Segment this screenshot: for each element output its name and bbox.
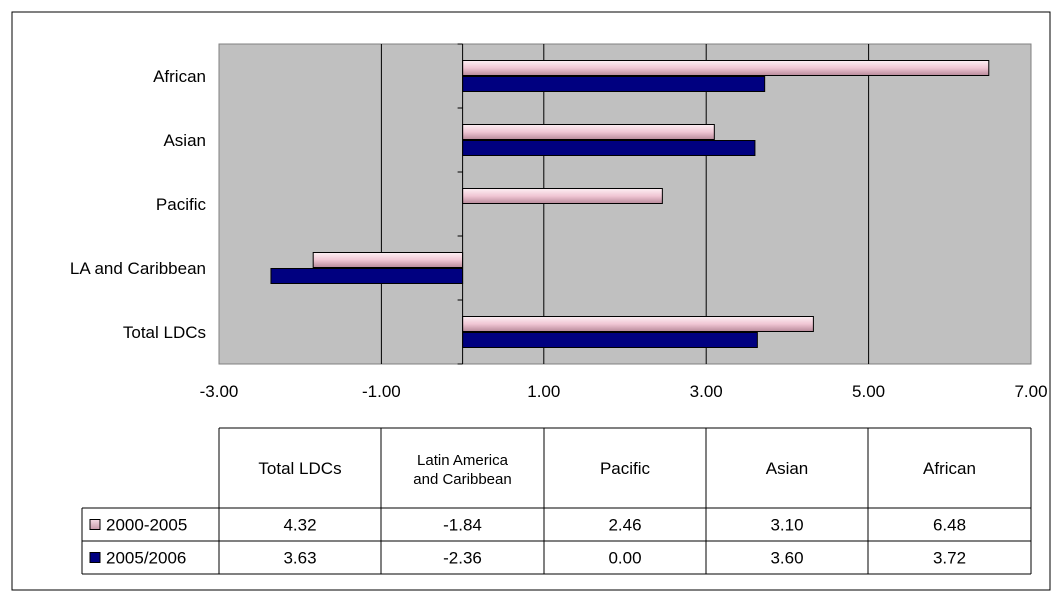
table-header: Pacific <box>600 459 651 478</box>
legend-swatch <box>89 552 101 563</box>
table-cell: -2.36 <box>443 549 482 568</box>
category-label: Pacific <box>156 195 207 214</box>
bar-series-2 <box>462 140 756 156</box>
x-tick-label: 1.00 <box>527 382 560 401</box>
bar-series-1 <box>462 188 663 204</box>
x-tick-label: -3.00 <box>200 382 239 401</box>
table-cell: 4.32 <box>283 516 316 535</box>
x-tick-label: -1.00 <box>362 382 401 401</box>
table-cell: 2.46 <box>608 516 641 535</box>
bar-series-1 <box>312 252 464 268</box>
table-row-label: 2000-2005 <box>106 516 187 535</box>
legend-swatch <box>89 519 101 530</box>
table-header: Total LDCs <box>258 459 341 478</box>
bars <box>270 60 990 348</box>
bar-series-1 <box>462 60 990 76</box>
bar-series-2 <box>270 268 464 284</box>
bar-series-2 <box>462 76 766 92</box>
table-header: Asian <box>766 459 809 478</box>
x-tick-label: 3.00 <box>690 382 723 401</box>
y-axis: African Asian Pacific LA and Caribbean Total… <box>70 43 464 365</box>
category-label: African <box>153 67 206 86</box>
table-cell: 0.00 <box>608 549 641 568</box>
category-label: LA and Caribbean <box>70 259 206 278</box>
bar-series-1 <box>462 316 814 332</box>
table-cell: 3.63 <box>283 549 316 568</box>
table-cell: 6.48 <box>933 516 966 535</box>
table-cell: -1.84 <box>443 516 482 535</box>
table-header: African <box>923 459 976 478</box>
table-cell: 3.72 <box>933 549 966 568</box>
table-row-label: 2005/2006 <box>106 549 186 568</box>
data-table: Total LDCs Latin America and Caribbean Paci… <box>81 427 1032 575</box>
bar-series-1 <box>462 124 715 140</box>
x-tick-label: 5.00 <box>852 382 885 401</box>
table-cell: 3.60 <box>770 549 803 568</box>
category-label: Asian <box>163 131 206 150</box>
x-tick-label: 7.00 <box>1014 382 1047 401</box>
table-cell: 3.10 <box>770 516 803 535</box>
x-axis-tick-labels: -3.00 -1.00 1.00 3.00 5.00 7.00 <box>200 382 1048 401</box>
bar-series-2 <box>462 332 758 348</box>
category-label: Total LDCs <box>123 323 206 342</box>
table-header: Latin America and Caribbean <box>413 452 511 488</box>
